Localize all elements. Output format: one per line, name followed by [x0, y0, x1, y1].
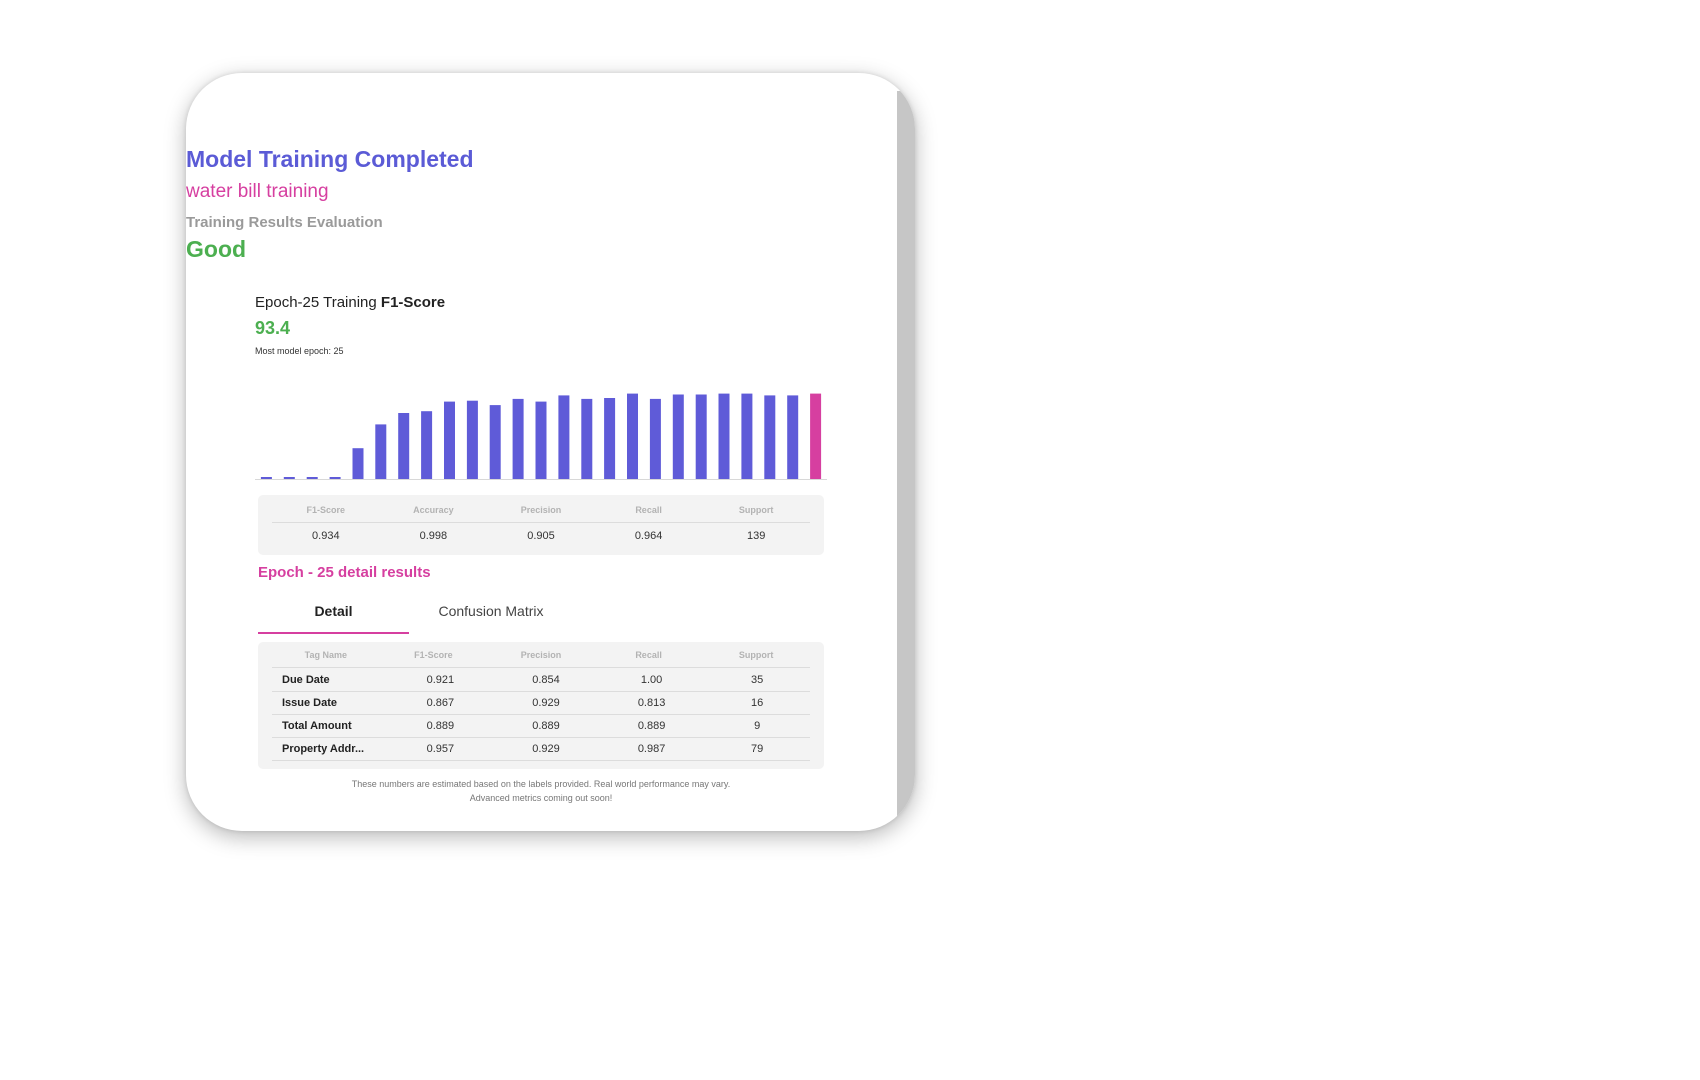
scrollbar[interactable] — [897, 91, 915, 831]
detail-header-recall: Recall — [635, 650, 662, 660]
chart-bar-epoch-17[interactable] — [627, 393, 638, 479]
table-row[interactable]: Total Amount 0.889 0.889 0.889 9 — [272, 715, 810, 738]
detail-rows: Due Date 0.921 0.854 1.00 35 Issue Date … — [258, 669, 824, 761]
chart-bar-epoch-9[interactable] — [444, 401, 455, 479]
chart-bar-epoch-3[interactable] — [306, 477, 318, 479]
recall-cell: 1.00 — [640, 674, 663, 686]
metrics-header-row: F1-Score Accuracy Precision Recall Suppo… — [272, 505, 810, 523]
precision-cell: 0.929 — [532, 697, 560, 709]
tab-detail[interactable]: Detail — [314, 603, 353, 619]
f1-heading: Epoch-25 Training F1-Score — [255, 294, 445, 311]
chart-bar-epoch-8[interactable] — [421, 411, 433, 479]
chart-bar-epoch-14[interactable] — [558, 395, 570, 479]
chart-bar-epoch-15[interactable] — [581, 398, 593, 479]
metric-precision-value: 0.905 — [527, 530, 555, 542]
table-row[interactable]: Issue Date 0.867 0.929 0.813 16 — [272, 692, 810, 715]
chart-bar-epoch-22[interactable] — [741, 393, 753, 479]
recall-cell: 0.813 — [637, 697, 666, 709]
support-cell: 79 — [751, 743, 764, 755]
tag-name-cell: Due Date — [282, 674, 330, 686]
disclaimer-note: These numbers are estimated based on the… — [186, 777, 896, 805]
f1-heading-prefix: Epoch-25 Training — [255, 294, 377, 311]
chart-bar-epoch-6[interactable] — [375, 424, 387, 479]
metric-accuracy-value: 0.998 — [419, 530, 448, 542]
chart-bar-epoch-4[interactable] — [329, 477, 341, 479]
f1-cell: 0.889 — [426, 720, 455, 732]
disclaimer-line-1: These numbers are estimated based on the… — [351, 779, 731, 789]
chart-bar-epoch-1[interactable] — [260, 477, 272, 479]
support-cell: 35 — [751, 674, 764, 686]
active-tab-indicator — [258, 632, 409, 634]
training-result-card: Model Training Completed water bill trai… — [186, 73, 915, 831]
detail-header-support: Support — [738, 650, 774, 660]
recall-cell: 0.889 — [637, 720, 666, 732]
support-cell: 16 — [751, 697, 764, 709]
chart-bar-epoch-23[interactable] — [764, 395, 776, 479]
chart-bar-epoch-7[interactable] — [398, 413, 410, 479]
recall-cell: 0.987 — [637, 743, 666, 755]
tag-name-cell: Property Addr... — [282, 743, 365, 755]
tag-name-cell: Total Amount — [282, 720, 352, 732]
summary-metrics-table: F1-Score Accuracy Precision Recall Suppo… — [258, 495, 824, 555]
detail-results-title: Epoch - 25 detail results — [258, 564, 431, 581]
detail-header-precision: Precision — [520, 650, 562, 660]
chart-bar-epoch-10[interactable] — [466, 400, 478, 479]
chart-bar-epoch-18[interactable] — [649, 398, 661, 479]
evaluation-label: Training Results Evaluation — [186, 214, 383, 231]
metric-recall-value: 0.964 — [634, 530, 663, 542]
chart-bar-epoch-21[interactable] — [718, 393, 730, 479]
chart-bar-epoch-12[interactable] — [512, 398, 524, 479]
f1-cell: 0.921 — [426, 674, 455, 686]
metrics-header-accuracy: Accuracy — [413, 505, 454, 515]
precision-cell: 0.854 — [532, 674, 560, 686]
metrics-header-f1: F1-Score — [306, 505, 346, 515]
tag-name-cell: Issue Date — [282, 697, 338, 709]
chart-bar-epoch-24[interactable] — [787, 395, 799, 479]
f1-cell: 0.957 — [426, 743, 455, 755]
detail-header-tag-name: Tag Name — [304, 650, 347, 660]
training-name: water bill training — [186, 181, 329, 202]
f1-cell: 0.867 — [426, 697, 455, 709]
best-epoch-note: Most model epoch: 25 — [255, 346, 344, 356]
chart-bar-epoch-25[interactable] — [810, 393, 822, 479]
metrics-header-precision: Precision — [520, 505, 562, 515]
chart-bar-epoch-19[interactable] — [672, 394, 684, 480]
disclaimer-line-2: Advanced metrics coming out soon! — [469, 793, 613, 803]
metrics-value-row: 0.934 0.998 0.905 0.964 139 — [272, 530, 810, 542]
chart-bar-epoch-20[interactable] — [695, 394, 707, 480]
metric-support-value: 139 — [746, 530, 766, 542]
f1-score-value: 93.4 — [255, 318, 291, 338]
table-row[interactable]: Due Date 0.921 0.854 1.00 35 — [272, 669, 810, 692]
detail-table: Tag Name F1-Score Precision Recall Suppo… — [258, 642, 824, 769]
f1-bar-chart — [255, 393, 827, 480]
metrics-header-recall: Recall — [635, 505, 662, 515]
precision-cell: 0.889 — [532, 720, 560, 732]
evaluation-value: Good — [186, 236, 247, 262]
chart-bar-epoch-13[interactable] — [535, 401, 547, 479]
detail-header-row: Tag Name F1-Score Precision Recall Suppo… — [272, 650, 810, 668]
metrics-header-support: Support — [738, 505, 774, 515]
chart-bar-epoch-5[interactable] — [352, 448, 364, 479]
metric-f1-value: 0.934 — [312, 530, 340, 542]
chart-bar-epoch-16[interactable] — [604, 398, 616, 479]
chart-bar-epoch-11[interactable] — [489, 405, 501, 479]
precision-cell: 0.929 — [532, 743, 560, 755]
tab-confusion-matrix[interactable]: Confusion Matrix — [438, 603, 544, 619]
chart-bar-epoch-2[interactable] — [283, 477, 295, 479]
support-cell: 9 — [754, 720, 761, 732]
detail-header-f1: F1-Score — [414, 650, 453, 660]
table-row[interactable]: Property Addr... 0.957 0.929 0.987 79 — [272, 738, 810, 761]
page-title: Model Training Completed — [186, 146, 474, 172]
f1-heading-metric: F1-Score — [380, 294, 446, 311]
